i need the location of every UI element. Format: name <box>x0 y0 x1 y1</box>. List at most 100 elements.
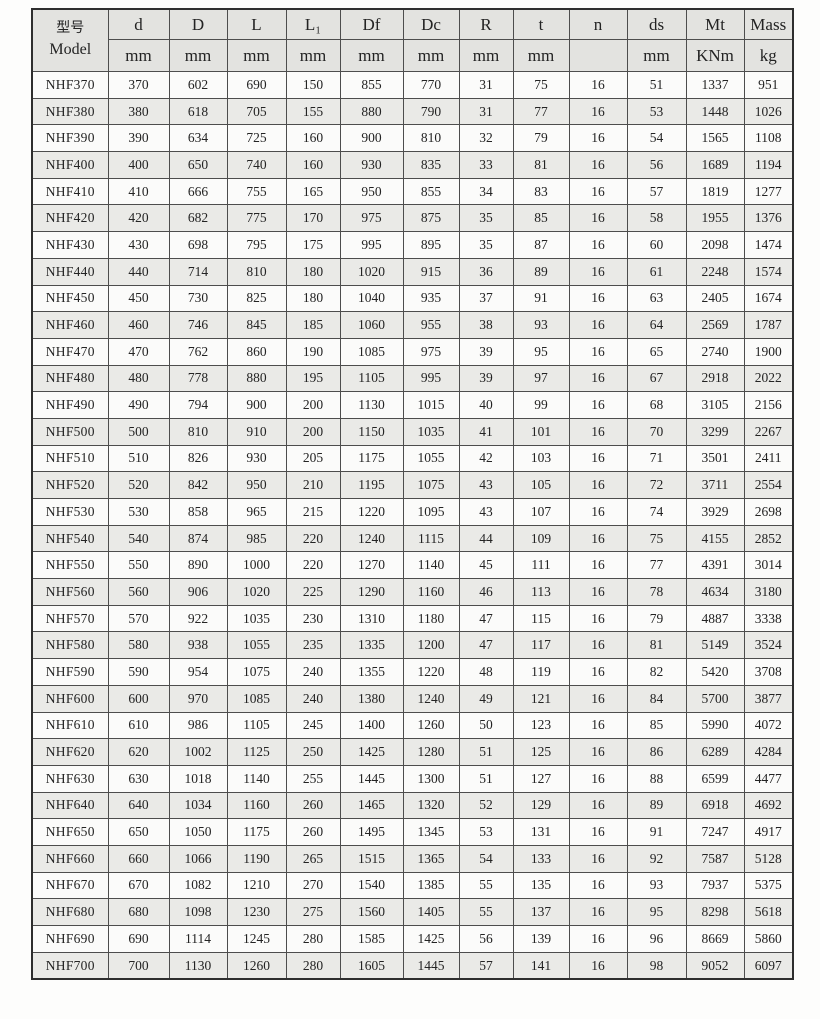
value-cell: 7937 <box>685 871 745 900</box>
value-cell: 31 <box>458 97 514 126</box>
value-cell: 3929 <box>685 498 745 526</box>
value-cell: 97 <box>512 364 570 393</box>
value-cell: 1130 <box>339 391 404 419</box>
value-cell: 530 <box>107 498 170 526</box>
value-cell: 45 <box>458 551 514 580</box>
table-row: NHF480 480 778 880 195 1105 995 39 97 16 67 2918 202… <box>31 364 794 393</box>
value-cell: 900 <box>226 391 287 419</box>
value-cell: 1082 <box>168 871 228 900</box>
value-cell: 1605 <box>339 951 404 980</box>
table-row: NHF490 490 794 900 200 1130 1015 40 99 16 68 3105 21… <box>31 391 794 419</box>
value-cell: 755 <box>226 177 287 206</box>
column-unit-6: mm <box>458 39 514 72</box>
value-cell: 1020 <box>339 257 404 286</box>
value-cell: 16 <box>568 738 628 766</box>
model-cell: NHF470 <box>31 337 109 366</box>
table-row: NHF400 400 650 740 160 930 835 33 81 16 56 1689 1194 <box>31 151 794 179</box>
value-cell: 2918 <box>685 364 745 393</box>
value-cell: 618 <box>168 97 228 126</box>
value-cell: 1066 <box>168 844 228 873</box>
value-cell: 16 <box>568 498 628 526</box>
value-cell: 200 <box>285 417 341 446</box>
value-cell: 1130 <box>168 951 228 980</box>
value-cell: 740 <box>226 151 287 179</box>
value-cell: 16 <box>568 711 628 740</box>
value-cell: 951 <box>743 71 794 99</box>
value-cell: 500 <box>107 417 170 446</box>
model-cell: NHF680 <box>31 898 109 926</box>
value-cell: 5149 <box>685 631 745 660</box>
table-row: NHF540 540 874 985 220 1240 1115 44 109 16 75 4155 2… <box>31 524 794 553</box>
table-row: NHF640 640 1034 1160 260 1465 1320 52 129 16 89 691… <box>31 791 794 820</box>
value-cell: 1405 <box>402 898 460 926</box>
table-row: NHF680 680 1098 1230 275 1560 1405 55 137 16 95 829… <box>31 898 794 926</box>
table-row: NHF390 390 634 725 160 900 810 32 79 16 54 1565 1108 <box>31 124 794 153</box>
table-row: NHF590 590 954 1075 240 1355 1220 48 119 16 82 5420… <box>31 658 794 686</box>
table-row: NHF620 620 1002 1125 250 1425 1280 51 125 16 86 628… <box>31 738 794 766</box>
value-cell: 725 <box>226 124 287 153</box>
value-cell: 240 <box>285 658 341 686</box>
value-cell: 4477 <box>743 764 794 793</box>
value-cell: 1260 <box>226 951 287 980</box>
model-cell: NHF650 <box>31 818 109 846</box>
table-row: NHF430 430 698 795 175 995 895 35 87 16 60 2098 1474 <box>31 231 794 259</box>
value-cell: 602 <box>168 71 228 99</box>
value-cell: 92 <box>626 844 687 873</box>
value-cell: 5618 <box>743 898 794 926</box>
value-cell: 930 <box>226 444 287 473</box>
value-cell: 480 <box>107 364 170 393</box>
value-cell: 42 <box>458 444 514 473</box>
value-cell: 1000 <box>226 551 287 580</box>
value-cell: 240 <box>285 684 341 713</box>
value-cell: 16 <box>568 231 628 259</box>
value-cell: 1445 <box>339 764 404 793</box>
value-cell: 5700 <box>685 684 745 713</box>
value-cell: 510 <box>107 444 170 473</box>
value-cell: 1220 <box>402 658 460 686</box>
value-cell: 51 <box>458 764 514 793</box>
table-row: NHF530 530 858 965 215 1220 1095 43 107 16 74 3929 2… <box>31 498 794 526</box>
value-cell: 1335 <box>339 631 404 660</box>
column-header-9: ds <box>626 8 687 40</box>
value-cell: 810 <box>402 124 460 153</box>
model-cell: NHF400 <box>31 151 109 179</box>
value-cell: 31 <box>458 71 514 99</box>
value-cell: 49 <box>458 684 514 713</box>
model-cell: NHF530 <box>31 498 109 526</box>
value-cell: 1565 <box>685 124 745 153</box>
table-row: NHF700 700 1130 1260 280 1605 1445 57 141 16 98 905… <box>31 951 794 980</box>
value-cell: 1050 <box>168 818 228 846</box>
value-cell: 620 <box>107 738 170 766</box>
value-cell: 16 <box>568 391 628 419</box>
table-row: NHF470 470 762 860 190 1085 975 39 95 16 65 2740 190… <box>31 337 794 366</box>
value-cell: 16 <box>568 151 628 179</box>
value-cell: 40 <box>458 391 514 419</box>
value-cell: 52 <box>458 791 514 820</box>
value-cell: 935 <box>402 284 460 313</box>
table-row: NHF380 380 618 705 155 880 790 31 77 16 53 1448 1026 <box>31 97 794 126</box>
value-cell: 1018 <box>168 764 228 793</box>
value-cell: 1115 <box>402 524 460 553</box>
value-cell: 430 <box>107 231 170 259</box>
value-cell: 1085 <box>226 684 287 713</box>
value-cell: 77 <box>626 551 687 580</box>
value-cell: 180 <box>285 284 341 313</box>
value-cell: 3299 <box>685 417 745 446</box>
value-cell: 3180 <box>743 578 794 606</box>
model-cell: NHF520 <box>31 471 109 499</box>
value-cell: 630 <box>107 764 170 793</box>
value-cell: 660 <box>107 844 170 873</box>
value-cell: 54 <box>458 844 514 873</box>
value-cell: 1689 <box>685 151 745 179</box>
column-header-2: L <box>226 8 287 40</box>
value-cell: 880 <box>339 97 404 126</box>
value-cell: 380 <box>107 97 170 126</box>
value-cell: 955 <box>402 311 460 339</box>
value-cell: 98 <box>626 951 687 980</box>
value-cell: 180 <box>285 257 341 286</box>
table-row: NHF420 420 682 775 170 975 875 35 85 16 58 1955 1376 <box>31 204 794 233</box>
model-cell: NHF620 <box>31 738 109 766</box>
value-cell: 16 <box>568 311 628 339</box>
column-unit-3: mm <box>285 39 341 72</box>
value-cell: 33 <box>458 151 514 179</box>
